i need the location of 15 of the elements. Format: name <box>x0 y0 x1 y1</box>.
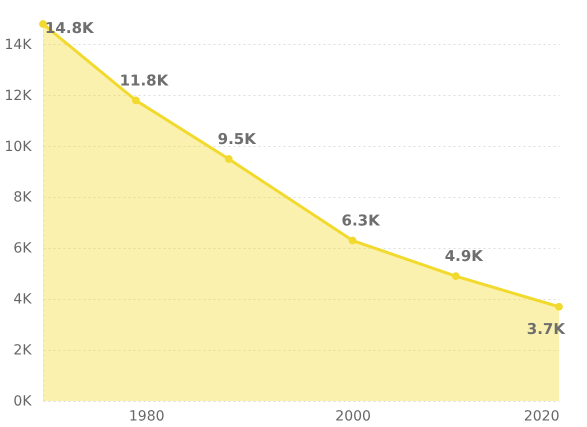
text: 11.8K <box>120 71 168 90</box>
text: 9.5K <box>218 130 256 148</box>
y-tick-label: 6K <box>13 240 32 257</box>
x-tick-label: 2020 <box>524 408 560 424</box>
y-tick-label: 8K <box>13 190 32 206</box>
y-tick-label: 14K <box>4 36 32 53</box>
y-tick-label: 2K <box>13 342 32 359</box>
y-tick-label: 0K <box>13 394 32 410</box>
y-tick-label: 12K <box>4 88 32 104</box>
y-tick-label: 10K <box>4 138 32 155</box>
x-tick-label: 2000 <box>335 408 371 424</box>
text: 4.9K <box>444 247 483 266</box>
text: 6.3K <box>342 212 380 230</box>
x-tick-label: 1980 <box>128 408 165 424</box>
y-tick-label: 4K <box>13 292 32 308</box>
